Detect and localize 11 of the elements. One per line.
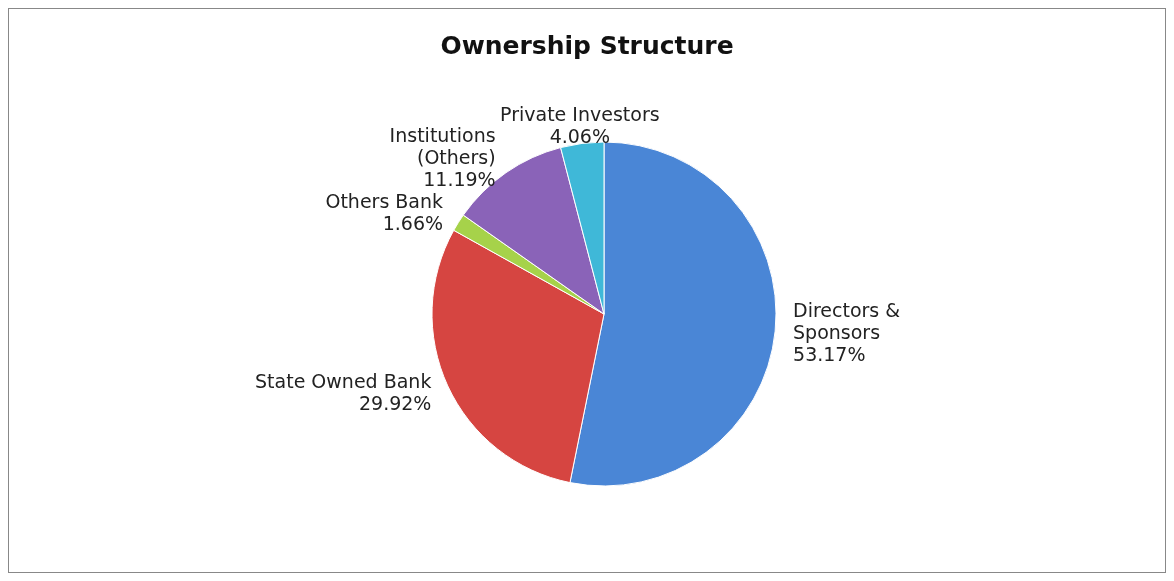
data-label: 4.06% (549, 124, 611, 147)
data-label: 53.17% (793, 342, 866, 365)
slice-label: Directors & Sponsors (793, 298, 901, 343)
slice-label: Institutions (Others) (389, 123, 496, 168)
data-label: 29.92% (358, 392, 432, 415)
chart-title: Ownership Structure (439, 31, 735, 60)
data-label: 11.19% (423, 167, 496, 190)
slice-label: Others Bank (325, 190, 444, 212)
slice-label: Private Investors (500, 102, 660, 125)
slice-label: State Owned Bank (255, 370, 432, 393)
data-label: 1.66% (382, 212, 444, 234)
